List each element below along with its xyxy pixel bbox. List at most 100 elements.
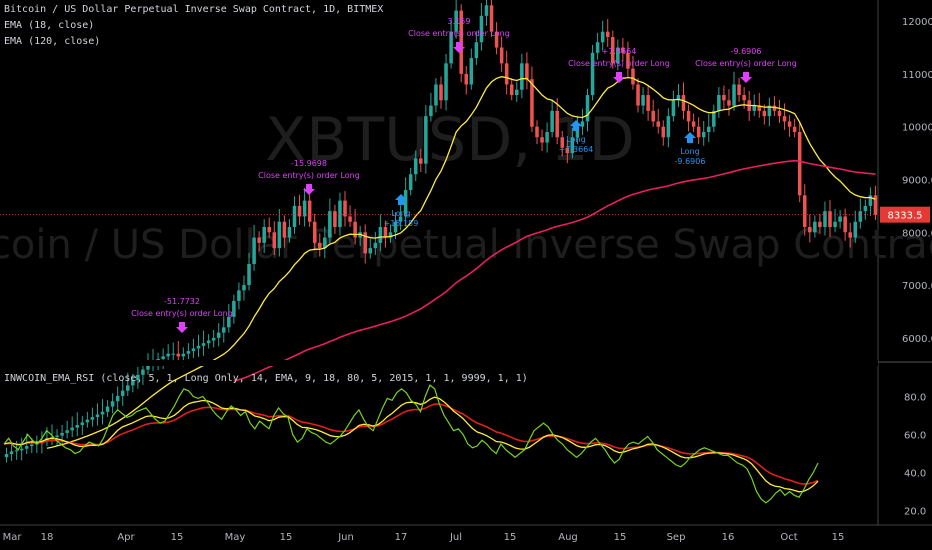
- candle-body: [257, 237, 261, 243]
- candle-body: [181, 353, 186, 357]
- candle-body: [50, 437, 54, 439]
- candle-body: [777, 110, 782, 117]
- time-tick-label: 15: [171, 532, 184, 543]
- candle-body: [353, 221, 357, 238]
- candle-body: [464, 73, 469, 85]
- close-entry-marker: +7.3664 Close entry(s) order Long: [568, 47, 670, 83]
- candle-body: [494, 31, 499, 48]
- time-tick-label: May: [225, 532, 246, 543]
- price-tick-label: 8000.0: [902, 228, 932, 239]
- candle-body: [701, 131, 706, 138]
- candle-body: [141, 369, 145, 375]
- candle-body: [509, 84, 514, 96]
- candle-body: [843, 216, 847, 233]
- trade-action-label: Close entry(s) order Long: [131, 309, 233, 318]
- candle-body: [434, 84, 438, 106]
- down-arrow-icon: [613, 72, 625, 83]
- candle-body: [419, 158, 423, 164]
- candle-body: [373, 242, 378, 249]
- candle-body: [590, 52, 595, 96]
- trade-pnl-label: +15.159: [384, 219, 419, 228]
- candle-body: [65, 430, 69, 433]
- time-tick-label: 15: [832, 532, 845, 543]
- time-tick-label: Sep: [667, 532, 686, 543]
- candle-body: [398, 216, 403, 222]
- candle-body: [115, 395, 120, 402]
- candle-body: [206, 340, 211, 344]
- ema-18-line: [46, 76, 876, 449]
- candle-body: [818, 221, 822, 228]
- candle-body: [90, 417, 95, 420]
- candle-body: [105, 406, 110, 412]
- candle-body: [661, 126, 666, 138]
- candle-body: [782, 116, 787, 122]
- candle-body: [479, 15, 484, 43]
- candle-body: [85, 419, 90, 423]
- price-tick-label: 7000.0: [902, 281, 932, 292]
- close-entry-marker: 3.159 Close entry(s) order Long: [408, 17, 510, 53]
- rsi-tick-label: 80.0: [904, 393, 926, 404]
- candle-body: [868, 195, 873, 206]
- rsi-tick-label: 40.0: [904, 469, 926, 480]
- candle-body: [631, 68, 635, 85]
- candle-body: [499, 47, 504, 64]
- candle-body: [772, 105, 777, 111]
- candle-body: [297, 205, 302, 217]
- candle-body: [474, 42, 479, 59]
- candle-body: [383, 227, 388, 238]
- trade-pnl-label: +7.3664: [602, 47, 637, 56]
- time-tick-label: Jun: [337, 532, 354, 543]
- price-tick-label: 6000.0: [902, 334, 932, 345]
- close-entry-marker: -51.7732 Close entry(s) order Long: [131, 297, 233, 333]
- candle-body: [570, 137, 575, 154]
- candle-body: [333, 211, 337, 228]
- candle-body: [646, 95, 650, 111]
- time-tick-label: 15: [280, 532, 293, 543]
- candle-body: [171, 353, 176, 355]
- candle-body: [348, 216, 352, 222]
- candle-body: [732, 84, 736, 106]
- candle-body: [388, 232, 393, 238]
- candle-body: [580, 121, 585, 127]
- candle-body: [787, 121, 792, 127]
- candle-body: [717, 95, 721, 111]
- trade-action-label: Close entry(s) order Long: [695, 59, 797, 68]
- candle-body: [24, 446, 29, 449]
- candle-body: [439, 84, 443, 101]
- candle-body: [686, 110, 691, 122]
- candle-body: [176, 353, 181, 357]
- candle-body: [545, 131, 549, 143]
- candle-body: [752, 105, 756, 111]
- time-tick-label: 15: [504, 532, 517, 543]
- trade-pnl-label: -15.9698: [291, 159, 327, 168]
- candle-body: [80, 422, 85, 425]
- time-tick-label: Apr: [117, 532, 135, 543]
- candle-body: [651, 110, 655, 122]
- candle-body: [161, 356, 165, 359]
- candle-body: [317, 242, 322, 249]
- trade-action-label: Long: [566, 135, 585, 144]
- candle-body: [540, 137, 544, 143]
- rsi-ema-18-line: [3, 403, 819, 485]
- candle-body: [722, 95, 726, 101]
- rsi-tick-label: 20.0: [904, 507, 926, 518]
- last-price-label: 8333.5: [888, 211, 923, 222]
- candle-body: [191, 348, 196, 352]
- trade-action-label: Long: [391, 209, 410, 218]
- price-tick-label: 9000.0: [902, 176, 932, 187]
- long-entry-marker: Long+15.159: [384, 194, 419, 228]
- trade-pnl-label: -9.6906: [731, 47, 762, 56]
- candle-body: [621, 47, 625, 53]
- candle-body: [681, 95, 686, 111]
- down-arrow-icon: [740, 72, 752, 83]
- candle-body: [762, 110, 767, 117]
- candle-body: [9, 451, 14, 455]
- candle-body: [555, 110, 559, 138]
- close-entry-marker: -15.9698 Close entry(s) order Long: [258, 159, 360, 195]
- candle-body: [575, 126, 580, 138]
- candle-body: [30, 444, 34, 447]
- candle-body: [131, 380, 135, 386]
- candle-body: [242, 285, 246, 291]
- candle-body: [691, 121, 696, 127]
